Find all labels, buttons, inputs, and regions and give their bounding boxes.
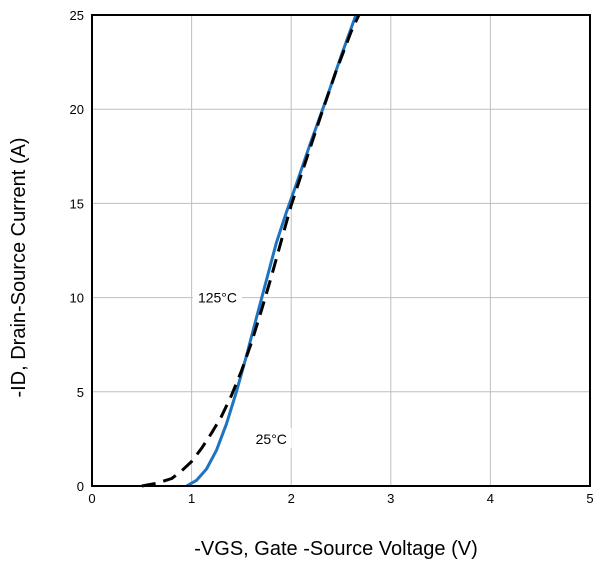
x-tick-label: 3 bbox=[387, 491, 394, 506]
plot-area-frame bbox=[91, 14, 591, 487]
annotation-label: 25°C bbox=[256, 431, 287, 447]
annotations: 125°C 25°C bbox=[192, 286, 292, 448]
grid-lines bbox=[91, 14, 591, 487]
y-axis-ticks: 0 5 10 15 20 25 bbox=[70, 8, 84, 494]
series-lines bbox=[141, 14, 361, 488]
y-tick-label: 25 bbox=[70, 8, 84, 23]
y-tick-label: 0 bbox=[77, 479, 84, 494]
y-tick-label: 20 bbox=[70, 102, 84, 117]
x-tick-label: 2 bbox=[288, 491, 295, 506]
y-tick-label: 5 bbox=[77, 385, 84, 400]
annotation-background bbox=[251, 427, 292, 448]
annotation-background bbox=[192, 286, 242, 307]
series-line-125c bbox=[141, 14, 361, 488]
series-line-25c bbox=[185, 14, 358, 488]
y-tick-label: 10 bbox=[70, 291, 84, 306]
annotation-label: 125°C bbox=[198, 290, 237, 306]
x-axis-ticks: 0 1 2 3 4 5 bbox=[88, 491, 593, 506]
x-tick-label: 0 bbox=[88, 491, 95, 506]
y-axis-title: -ID, Drain-Source Current (A) bbox=[8, 137, 30, 397]
x-tick-label: 1 bbox=[188, 491, 195, 506]
x-tick-label: 5 bbox=[586, 491, 593, 506]
x-axis-title: -VGS, Gate -Source Voltage (V) bbox=[194, 538, 477, 560]
x-tick-label: 4 bbox=[487, 491, 494, 506]
y-tick-label: 15 bbox=[70, 196, 84, 211]
